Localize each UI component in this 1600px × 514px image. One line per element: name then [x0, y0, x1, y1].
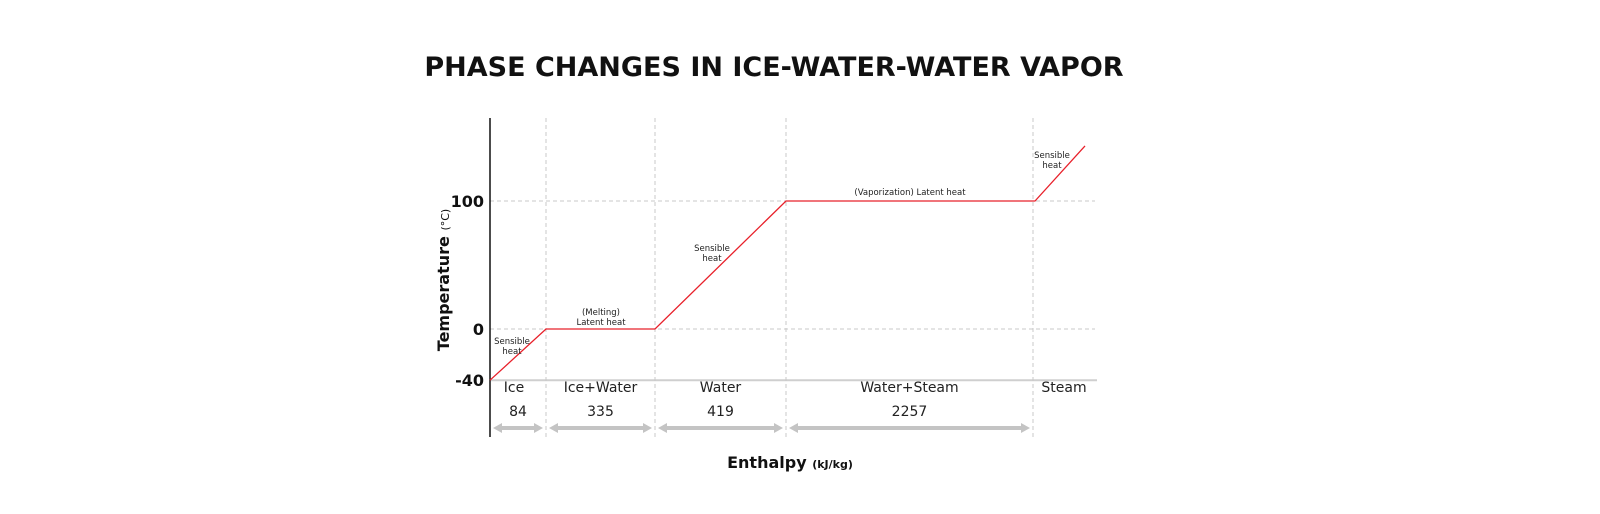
y-tick-label: 100 [451, 192, 484, 211]
y-tick-label: 0 [473, 320, 484, 339]
phase-label: Water+Steam [860, 380, 958, 396]
x-axis-label: Enthalpy (kJ/kg) [727, 453, 853, 472]
phase-label: Steam [1041, 380, 1086, 396]
heat-annotation: Sensible [694, 244, 730, 254]
heat-annotation: Latent heat [576, 318, 626, 328]
heat-annotation: heat [702, 254, 722, 264]
double-arrow-icon [789, 423, 1030, 433]
y-axis-label: Temperature (°C) [434, 209, 453, 351]
heat-annotation: heat [502, 347, 522, 357]
phase-label: Ice [504, 380, 524, 396]
enthalpy-value: 2257 [892, 404, 928, 420]
heat-annotation: (Melting) [582, 308, 620, 318]
heat-annotation: Sensible [1034, 151, 1070, 161]
phase-label: Water [700, 380, 742, 396]
phase-label: Ice+Water [564, 380, 638, 396]
heat-annotation: (Vaporization) Latent heat [854, 188, 966, 198]
double-arrow-icon [493, 423, 543, 433]
enthalpy-value: 335 [587, 404, 614, 420]
temperature-line [489, 145, 1086, 381]
double-arrow-icon [549, 423, 652, 433]
enthalpy-value: 419 [707, 404, 734, 420]
y-tick-label: -40 [455, 371, 484, 390]
chart-title: PHASE CHANGES IN ICE-WATER-WATER VAPOR [424, 52, 1123, 83]
enthalpy-value: 84 [509, 404, 527, 420]
heat-annotation: Sensible [494, 337, 530, 347]
heat-annotation: heat [1042, 161, 1062, 171]
double-arrow-icon [658, 423, 783, 433]
